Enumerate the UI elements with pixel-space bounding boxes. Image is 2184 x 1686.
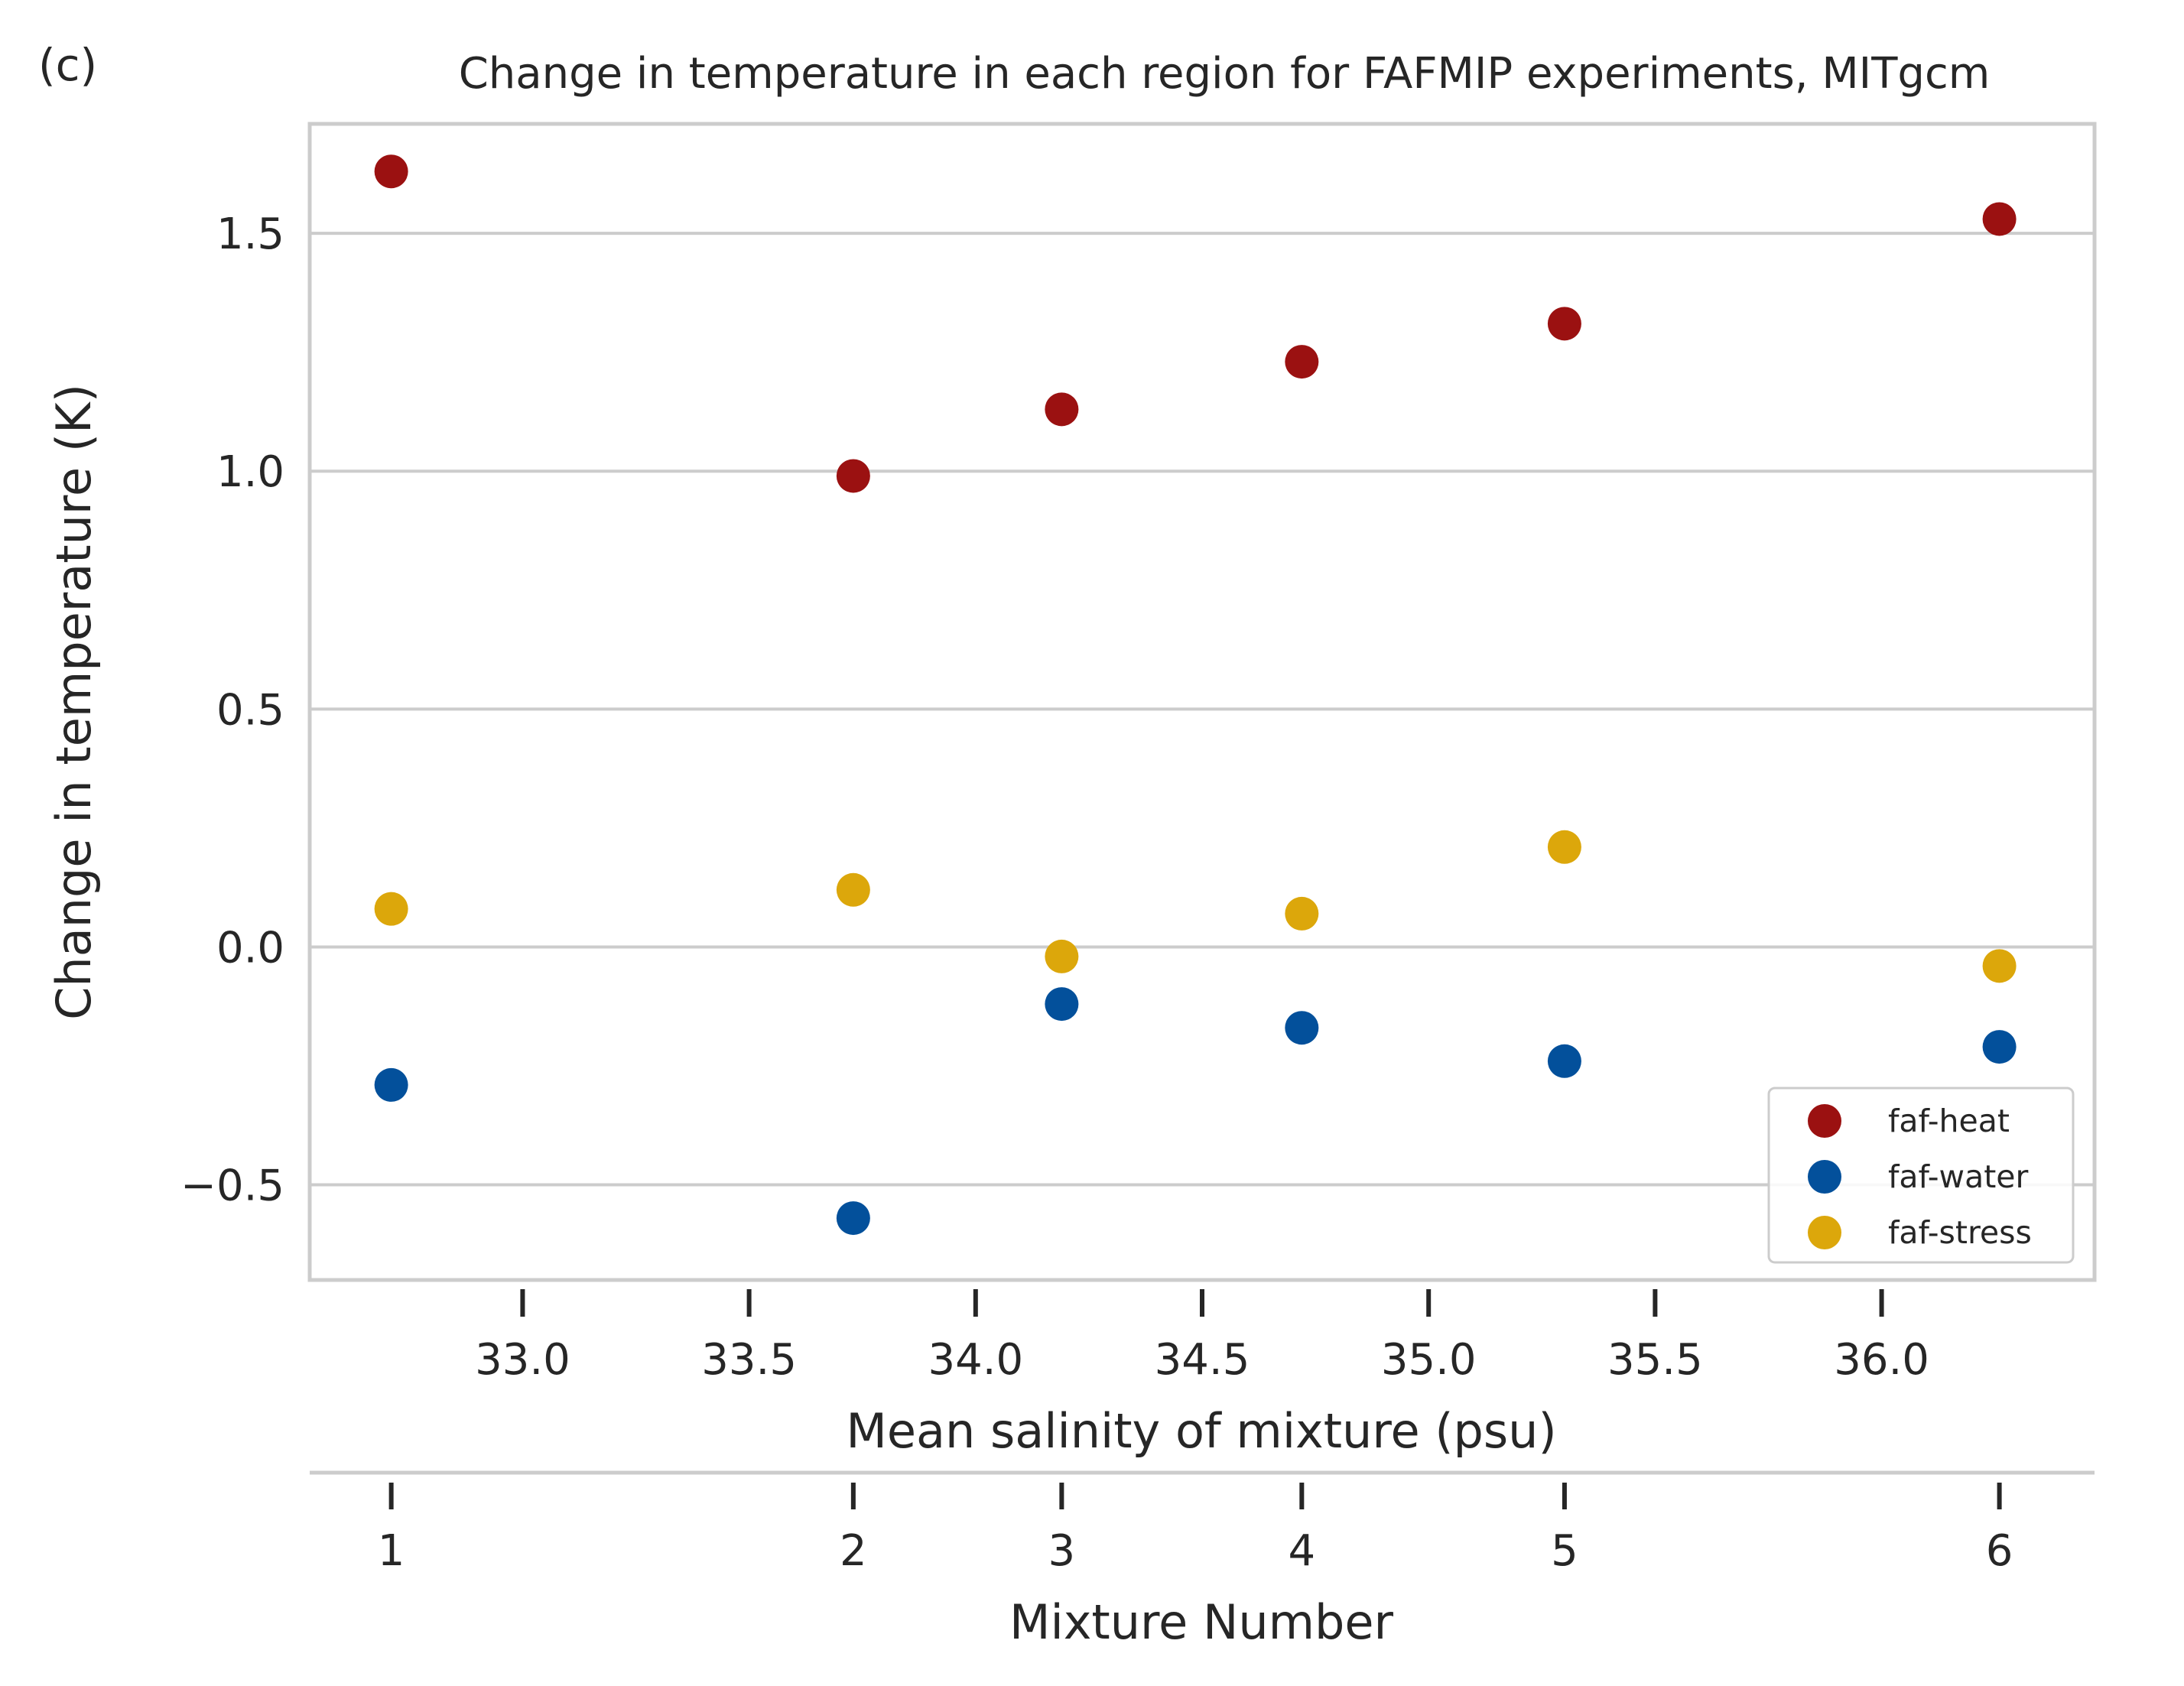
- faf-water-point: [1045, 987, 1079, 1022]
- x-tick-label: 34.0: [928, 1335, 1023, 1385]
- faf-heat-point: [1982, 202, 2017, 236]
- panel-label: (c): [38, 39, 97, 91]
- y-tick-label: −0.5: [180, 1161, 284, 1211]
- x-axis-title: Mean salinity of mixture (psu): [846, 1403, 1556, 1459]
- faf-water-point: [1547, 1044, 1581, 1078]
- x2-tick-label: 1: [378, 1526, 405, 1576]
- faf-water-point: [1285, 1011, 1319, 1045]
- x2-axis-title: Mixture Number: [1009, 1594, 1394, 1650]
- faf-stress-legend-label: faf-stress: [1888, 1214, 2032, 1251]
- chart-title: Change in temperature in each region for…: [459, 49, 1991, 99]
- legend-box: [1767, 1087, 2075, 1264]
- faf-water-point: [1982, 1030, 2017, 1064]
- faf-heat-legend-label: faf-heat: [1888, 1103, 2010, 1139]
- plot-frame: [307, 122, 2097, 1282]
- y-tick-label: 0.0: [216, 923, 284, 973]
- faf-stress-point: [836, 872, 870, 907]
- faf-heat-legend-marker: [1808, 1104, 1841, 1138]
- faf-heat-point: [1547, 307, 1581, 341]
- faf-stress-point: [1045, 939, 1079, 973]
- x-tick-label: 33.0: [475, 1335, 570, 1385]
- x-tick-label: 35.0: [1381, 1335, 1477, 1385]
- faf-water-point: [374, 1067, 408, 1102]
- x-tick-label: 34.5: [1155, 1335, 1250, 1385]
- faf-water-legend-label: faf-water: [1888, 1158, 2029, 1195]
- faf-heat-point: [836, 459, 870, 493]
- y-tick-label: 1.5: [216, 210, 284, 259]
- faf-water-legend-marker: [1808, 1160, 1841, 1194]
- x-tick-label: 35.5: [1607, 1335, 1703, 1385]
- x-axis-mixture-number: 1 2 3 4 5 6: [378, 1483, 2013, 1576]
- faf-stress-point: [374, 892, 408, 926]
- legend: faf-heat faf-water faf-stress: [1767, 1087, 2075, 1264]
- y-tick-label: 0.5: [216, 685, 284, 735]
- grid-lines: [310, 232, 2095, 1187]
- faf-water-point: [836, 1201, 870, 1236]
- x2-tick-label: 4: [1289, 1526, 1316, 1576]
- faf-heat-point: [1045, 392, 1079, 427]
- x-tick-label: 36.0: [1834, 1335, 1929, 1385]
- x2-tick-label: 6: [1986, 1526, 2013, 1576]
- y-tick-labels: −0.5 0.0 0.5 1.0 1.5: [180, 210, 284, 1210]
- x2-tick-label: 3: [1048, 1526, 1076, 1576]
- x-tick-label: 33.5: [701, 1335, 797, 1385]
- faf-stress-legend-marker: [1808, 1216, 1841, 1249]
- y-tick-label: 1.0: [216, 447, 284, 497]
- faf-heat-point: [374, 154, 408, 189]
- x-axis-salinity: 33.0 33.5 34.0 34.5 35.0 35.5 36.0: [475, 1289, 1929, 1385]
- x2-tick-label: 5: [1551, 1526, 1578, 1576]
- faf-heat-point: [1285, 345, 1319, 379]
- faf-stress-point: [1285, 896, 1319, 931]
- scatter-points: [374, 154, 2017, 1236]
- y-axis-title: Change in temperature (K): [46, 384, 102, 1020]
- x2-tick-label: 2: [840, 1526, 867, 1576]
- faf-stress-point: [1547, 830, 1581, 864]
- faf-stress-point: [1982, 949, 2017, 983]
